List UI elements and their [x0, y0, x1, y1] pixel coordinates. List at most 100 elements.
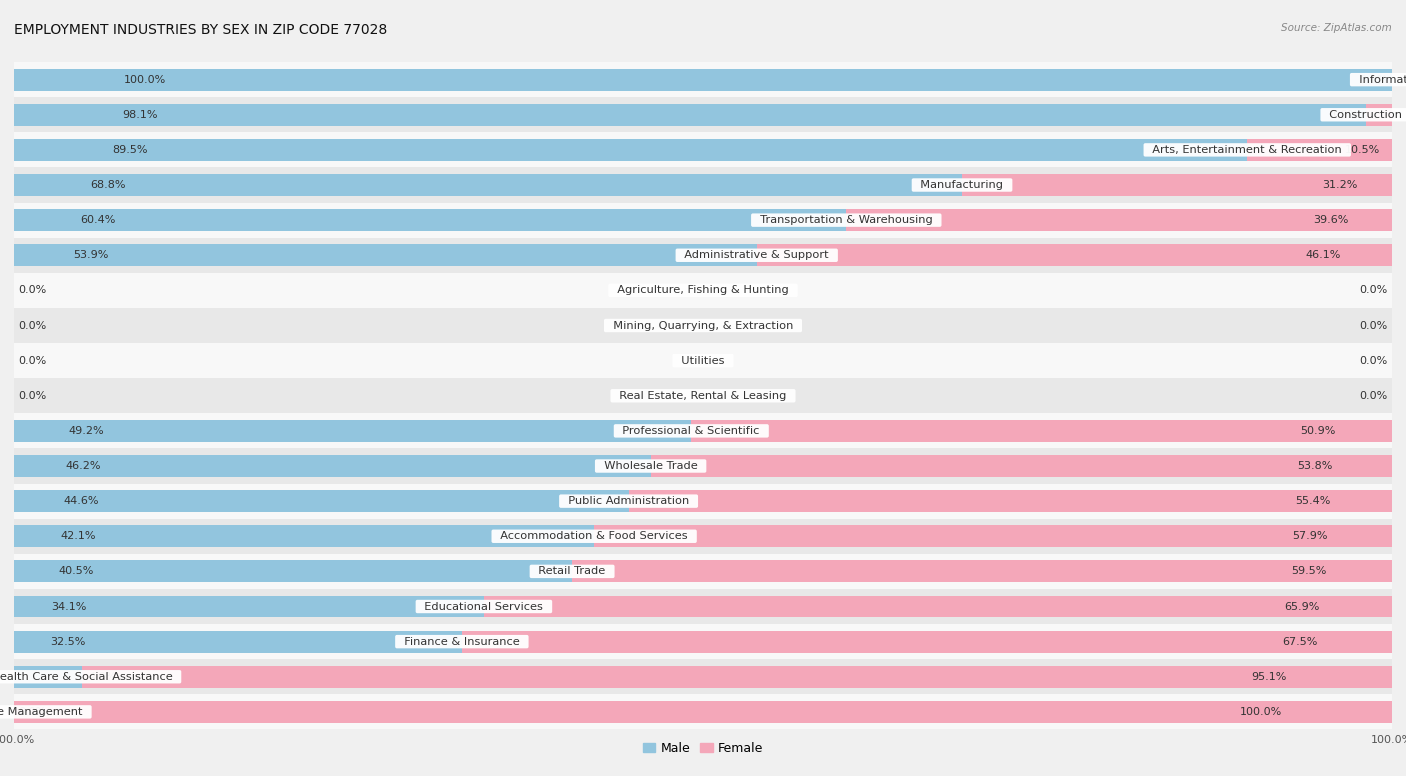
Text: 49.2%: 49.2% [69, 426, 104, 436]
Legend: Male, Female: Male, Female [638, 737, 768, 760]
Text: 39.6%: 39.6% [1313, 215, 1348, 225]
Text: Real Estate, Rental & Leasing: Real Estate, Rental & Leasing [612, 391, 794, 400]
Bar [14, 554, 1392, 589]
Text: Wholesale Trade: Wholesale Trade [596, 461, 704, 471]
Bar [651, 455, 1392, 477]
Text: 1.9%: 1.9% [1330, 109, 1358, 120]
Text: 0.0%: 0.0% [1360, 286, 1388, 296]
Text: Source: ZipAtlas.com: Source: ZipAtlas.com [1281, 23, 1392, 33]
Text: Public Administration: Public Administration [561, 496, 696, 506]
Text: 100.0%: 100.0% [124, 74, 166, 85]
Text: Enterprise Management: Enterprise Management [0, 707, 90, 717]
Text: 0.0%: 0.0% [18, 391, 46, 400]
Text: 34.1%: 34.1% [52, 601, 87, 611]
Text: Agriculture, Fishing & Hunting: Agriculture, Fishing & Hunting [610, 286, 796, 296]
Text: 0.0%: 0.0% [1360, 74, 1388, 85]
Bar [484, 596, 1392, 618]
Bar [82, 666, 1392, 688]
Text: 46.2%: 46.2% [65, 461, 100, 471]
Bar [14, 560, 572, 582]
Text: Construction: Construction [1322, 109, 1406, 120]
Bar [14, 104, 1365, 126]
Bar [14, 343, 1392, 378]
Text: 53.8%: 53.8% [1298, 461, 1333, 471]
Text: 59.5%: 59.5% [1291, 566, 1326, 577]
Bar [628, 490, 1392, 512]
Text: 4.9%: 4.9% [89, 672, 117, 682]
Bar [14, 701, 1392, 722]
Bar [14, 666, 82, 688]
Bar [14, 483, 1392, 518]
Bar [690, 420, 1392, 442]
Bar [962, 174, 1392, 196]
Text: 0.0%: 0.0% [1360, 320, 1388, 331]
Text: 0.0%: 0.0% [18, 355, 46, 365]
Bar [14, 244, 756, 266]
Text: 68.8%: 68.8% [90, 180, 125, 190]
Text: 0.0%: 0.0% [1360, 355, 1388, 365]
Text: 31.2%: 31.2% [1322, 180, 1358, 190]
Text: 0.0%: 0.0% [18, 286, 46, 296]
Bar [14, 455, 651, 477]
Bar [14, 449, 1392, 483]
Bar [14, 420, 692, 442]
Text: 44.6%: 44.6% [63, 496, 98, 506]
Bar [14, 203, 1392, 237]
Bar [14, 308, 1392, 343]
Bar [14, 133, 1392, 168]
Bar [14, 139, 1247, 161]
Text: Transportation & Warehousing: Transportation & Warehousing [752, 215, 939, 225]
Text: Finance & Insurance: Finance & Insurance [396, 636, 527, 646]
Bar [14, 414, 1392, 449]
Text: 0.0%: 0.0% [1360, 391, 1388, 400]
Text: 55.4%: 55.4% [1295, 496, 1331, 506]
Text: 65.9%: 65.9% [1284, 601, 1319, 611]
Bar [14, 210, 846, 231]
Bar [14, 624, 1392, 659]
Bar [756, 244, 1392, 266]
Text: 95.1%: 95.1% [1251, 672, 1286, 682]
Bar [14, 174, 962, 196]
Text: Professional & Scientific: Professional & Scientific [616, 426, 768, 436]
Text: Health Care & Social Assistance: Health Care & Social Assistance [0, 672, 180, 682]
Bar [14, 378, 1392, 414]
Bar [14, 518, 1392, 554]
Bar [595, 525, 1392, 547]
Bar [14, 695, 1392, 729]
Text: Manufacturing: Manufacturing [914, 180, 1011, 190]
Text: 0.0%: 0.0% [18, 707, 46, 717]
Text: Accommodation & Food Services: Accommodation & Food Services [494, 532, 695, 541]
Text: 98.1%: 98.1% [122, 109, 157, 120]
Text: 57.9%: 57.9% [1292, 532, 1329, 541]
Bar [14, 631, 463, 653]
Bar [14, 237, 1392, 273]
Bar [14, 62, 1392, 97]
Text: 40.5%: 40.5% [59, 566, 94, 577]
Text: 60.4%: 60.4% [80, 215, 117, 225]
Text: 46.1%: 46.1% [1306, 251, 1341, 260]
Text: Utilities: Utilities [673, 355, 733, 365]
Bar [14, 69, 1392, 91]
Bar [14, 659, 1392, 695]
Bar [463, 631, 1392, 653]
Bar [14, 525, 595, 547]
Text: 50.9%: 50.9% [1301, 426, 1336, 436]
Bar [846, 210, 1392, 231]
Bar [14, 490, 628, 512]
Text: Mining, Quarrying, & Extraction: Mining, Quarrying, & Extraction [606, 320, 800, 331]
Bar [572, 560, 1392, 582]
Text: 89.5%: 89.5% [112, 145, 148, 155]
Bar [14, 596, 484, 618]
Text: Retail Trade: Retail Trade [531, 566, 613, 577]
Text: Administrative & Support: Administrative & Support [678, 251, 837, 260]
Bar [14, 97, 1392, 133]
Text: Arts, Entertainment & Recreation: Arts, Entertainment & Recreation [1146, 145, 1350, 155]
Text: EMPLOYMENT INDUSTRIES BY SEX IN ZIP CODE 77028: EMPLOYMENT INDUSTRIES BY SEX IN ZIP CODE… [14, 23, 387, 37]
Text: 100.0%: 100.0% [1240, 707, 1282, 717]
Bar [1365, 104, 1392, 126]
Text: Information: Information [1351, 74, 1406, 85]
Bar [14, 168, 1392, 203]
Bar [14, 589, 1392, 624]
Text: 42.1%: 42.1% [60, 532, 96, 541]
Bar [1247, 139, 1392, 161]
